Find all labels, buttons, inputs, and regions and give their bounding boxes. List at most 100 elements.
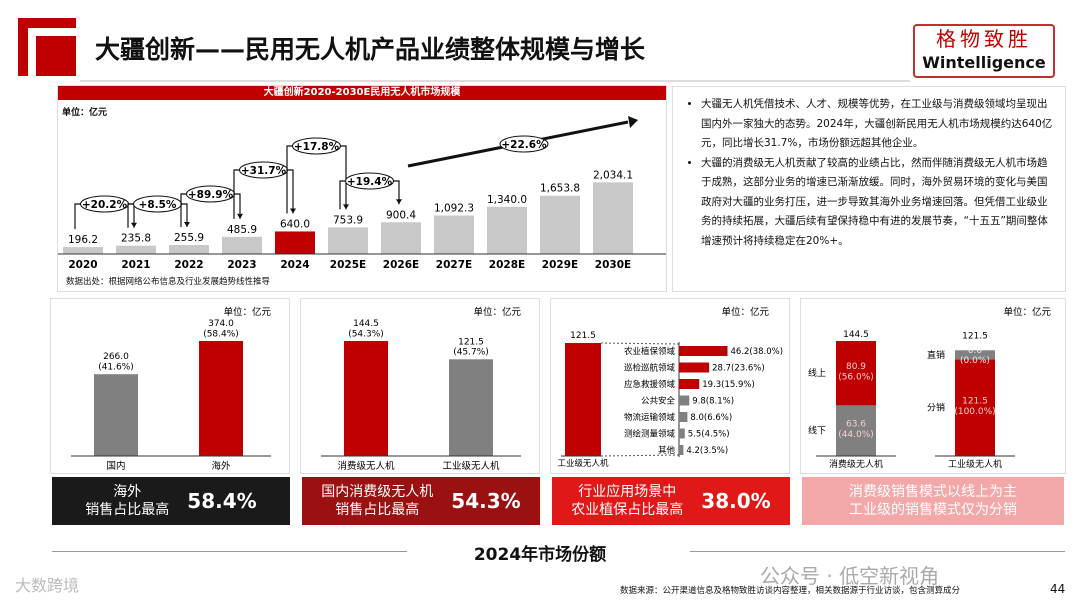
category-label: 工业级无人机 <box>442 460 500 472</box>
unit-label: 单位：亿元 <box>62 108 108 118</box>
value-label: 196.2 <box>68 234 98 246</box>
category-label: 应急救援领域 <box>624 379 676 390</box>
bar <box>679 395 690 406</box>
value-label: 235.8 <box>121 233 151 245</box>
category-label: 工业级无人机 <box>557 458 609 469</box>
region-share-chart: 单位：亿元 266.0 (41.6%) 国内 374.0 (58.4%) 海外 <box>50 298 290 474</box>
category-label: 农业植保领域 <box>624 346 676 357</box>
value-label: 640.0 <box>280 218 310 230</box>
growth-label: +22.6% <box>501 139 547 151</box>
analysis-text: 大疆无人机凭借技术、人才、规模等优势，在工业级与消费级领域均呈现出国内外一家独大… <box>672 86 1066 292</box>
category-label: 2023 <box>227 259 256 271</box>
growth-label: +19.4% <box>347 176 393 188</box>
bar <box>449 359 493 456</box>
total-label: 121.5 <box>962 331 988 341</box>
category-label: 2024 <box>280 259 309 271</box>
category-label: 2021 <box>121 259 150 271</box>
divider <box>80 80 910 82</box>
chart-source: 数据出处：根据网络公布信息及行业发展趋势线性推导 <box>66 277 271 287</box>
value-label: 1,653.8 <box>540 183 580 195</box>
value-label: 8.0(6.6%) <box>690 413 732 423</box>
watermark-right: 公众号 · 低空新视角 <box>760 564 940 588</box>
callout-text: 行业应用场景中 农业植保占比最高 <box>571 484 684 518</box>
growth-bubble <box>345 172 394 190</box>
bar <box>434 215 474 254</box>
category-label: 国内 <box>106 460 125 472</box>
growth-label: +8.5% <box>139 199 177 211</box>
unit-label: 单位：亿元 <box>473 306 521 318</box>
segment-label: 80.9 (56.0%) <box>838 362 874 382</box>
bar <box>679 379 700 389</box>
callout-overseas: 海外 销售占比最高 58.4% <box>52 477 290 525</box>
bar <box>275 231 315 254</box>
value-label: 2,034.1 <box>593 169 633 181</box>
bar <box>94 374 138 456</box>
bar <box>679 412 688 422</box>
value-label: 374.0 (58.4%) <box>203 319 239 339</box>
bar <box>328 227 368 254</box>
market-share-label: 2024年市场份额 <box>473 545 607 565</box>
total-label: 144.5 <box>843 330 869 340</box>
callout-pct: 54.3% <box>451 489 521 513</box>
series-label: 直销 <box>927 349 945 361</box>
segment-label: 0.0 (0.0%) <box>960 346 990 366</box>
callout-text: 海外 销售占比最高 <box>85 484 170 518</box>
value-label: 28.7(23.6%) <box>712 364 765 374</box>
value-label: 5.5(4.5%) <box>688 430 730 440</box>
category-label: 公共安全 <box>641 396 676 407</box>
segment-label: 63.6 (44.0%) <box>838 420 874 440</box>
category-label: 2025E <box>330 259 366 271</box>
bar <box>63 247 103 254</box>
value-label: 485.9 <box>227 224 257 236</box>
sales-channel-chart: 单位：亿元 63.6 (44.0%) 线下 80.9 (56.0%) 线上 144.5 消费级无… <box>800 298 1066 474</box>
bar <box>199 341 243 456</box>
unit-label: 单位：亿元 <box>223 306 271 318</box>
total-bar <box>565 343 601 456</box>
value-label: 46.2(38.0%) <box>731 347 784 357</box>
callout-agriculture: 行业应用场景中 农业植保占比最高 38.0% <box>552 477 790 525</box>
segment-label: 121.5 (100.0%) <box>954 397 995 417</box>
share-line-left <box>52 551 407 552</box>
industry-application-chart: 单位：亿元 121.5 工业级无人机 农业植保领域 46.2(38.0%) 巡检巡航领域 2… <box>550 298 790 474</box>
series-label: 分销 <box>927 402 945 414</box>
category-label: 2027E <box>436 259 472 271</box>
value-label: 753.9 <box>333 214 363 226</box>
bar <box>169 244 209 254</box>
category-label: 2029E <box>542 259 578 271</box>
category-label: 2020 <box>68 259 97 271</box>
unit-label: 单位：亿元 <box>1003 306 1051 318</box>
bar <box>381 222 421 254</box>
category-label: 2026E <box>383 259 419 271</box>
total-label: 121.5 <box>570 331 596 341</box>
growth-label: +31.7% <box>241 165 287 177</box>
callout-text: 消费级销售模式以线上为主 工业级的销售模式仅为分销 <box>849 484 1017 518</box>
growth-connector <box>286 145 347 214</box>
callout-pct: 58.4% <box>187 489 257 513</box>
series-label: 线上 <box>808 367 826 379</box>
page-title: 大疆创新——民用无人机产品业绩整体规模与增长 <box>95 35 646 64</box>
data-source: 数据来源：公开渠道信息及格物致胜访谈内容整理，相关数据源于行业访谈，包含测算成分 <box>620 586 961 596</box>
value-label: 266.0 (41.6%) <box>98 352 134 372</box>
unit-label: 单位：亿元 <box>721 306 769 318</box>
category-label: 2028E <box>489 259 525 271</box>
bar-segment <box>836 405 876 456</box>
value-label: 144.5 (54.3%) <box>348 319 384 339</box>
bar <box>540 195 580 254</box>
value-label: 1,092.3 <box>434 203 474 215</box>
chart-title: 大疆创新2020-2030E民用无人机市场规模 <box>58 86 666 100</box>
bar <box>679 428 685 439</box>
bar <box>679 445 684 455</box>
arrow-head-icon <box>184 221 190 227</box>
arrow-head-icon <box>628 116 638 128</box>
brand-logo: 格物致胜 Wintelligence <box>913 24 1055 78</box>
bar <box>344 341 388 456</box>
bar <box>116 245 156 254</box>
brand-en: Wintelligence <box>922 53 1046 72</box>
category-label: 消费级无人机 <box>829 458 883 470</box>
logo-mark-inner <box>36 36 76 76</box>
value-label: 9.8(8.1%) <box>692 397 734 407</box>
arrow-head-icon <box>237 213 243 219</box>
growth-label: +89.9% <box>188 189 234 201</box>
bar-segment <box>836 341 876 406</box>
arrow-head-icon <box>290 208 296 214</box>
